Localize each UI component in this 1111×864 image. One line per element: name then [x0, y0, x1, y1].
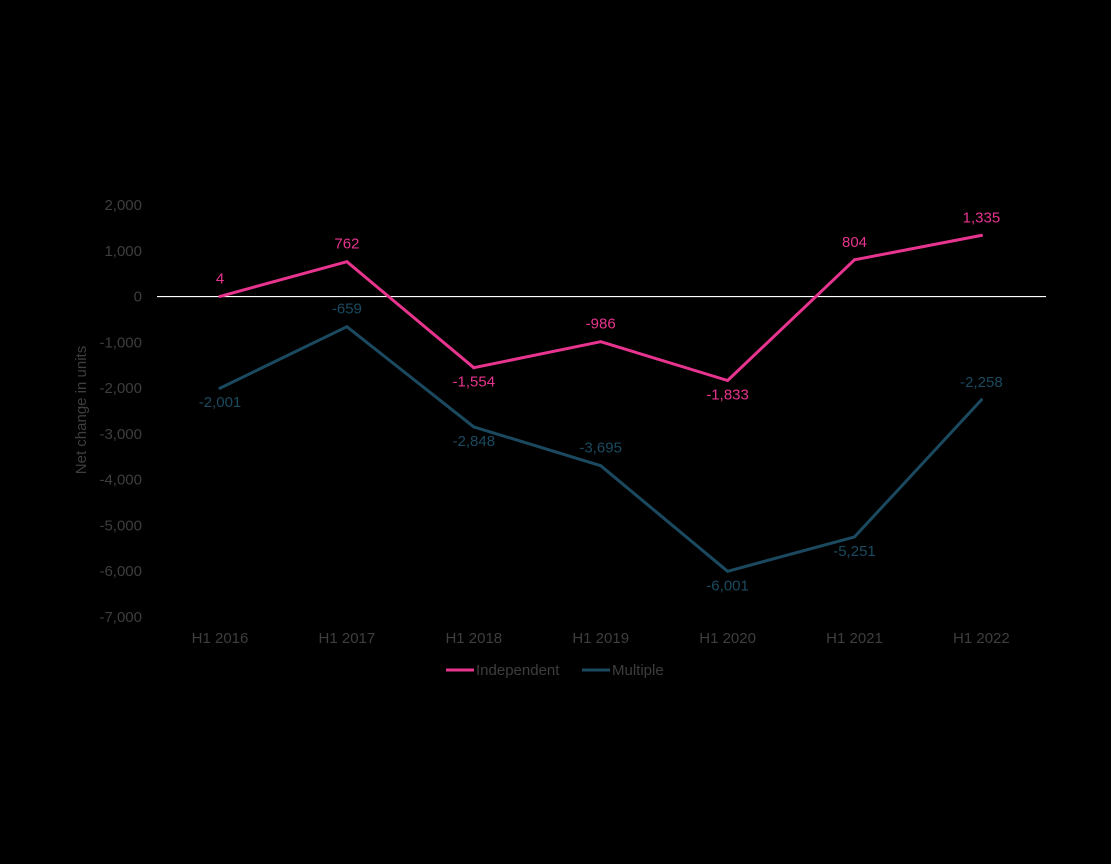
legend: Independent Multiple: [446, 662, 664, 679]
data-point: [726, 569, 730, 573]
data-point: [345, 325, 349, 329]
y-tick-label: -7,000: [99, 609, 142, 626]
legend-label: Multiple: [612, 662, 664, 679]
data-label: -659: [332, 301, 362, 318]
data-label: -1,554: [453, 374, 496, 391]
data-label: -2,848: [453, 433, 496, 450]
x-tick-label: H1 2018: [445, 630, 502, 647]
x-tick-label: H1 2019: [572, 630, 629, 647]
data-point: [979, 233, 983, 237]
data-point: [218, 386, 222, 390]
x-tick-label: H1 2021: [826, 630, 883, 647]
y-tick-label: -4,000: [99, 472, 142, 489]
y-tick-label: 1,000: [104, 243, 142, 260]
y-tick-label: -5,000: [99, 517, 142, 534]
data-label: 762: [334, 236, 359, 253]
y-axis-title: Net change in units: [73, 346, 90, 474]
y-tick-label: -2,000: [99, 380, 142, 397]
x-tick-label: H1 2022: [953, 630, 1010, 647]
data-label: -6,001: [706, 577, 749, 594]
y-axis: 2,000 1,000 0 -1,000 -2,000 -3,000 -4,000 -5,00…: [99, 197, 142, 626]
legend-item-independent: Independent: [446, 662, 560, 679]
x-tick-label: H1 2016: [192, 630, 249, 647]
y-tick-label: -1,000: [99, 334, 142, 351]
data-label: -2,001: [199, 394, 242, 411]
x-tick-label: H1 2020: [699, 630, 756, 647]
data-label: -5,251: [833, 543, 876, 560]
y-tick-label: -6,000: [99, 563, 142, 580]
data-label: -2,258: [960, 374, 1003, 391]
data-label: 1,335: [963, 209, 1001, 226]
x-axis: H1 2016 H1 2017 H1 2018 H1 2019 H1 2020 H1 20…: [192, 630, 1010, 647]
data-point: [345, 260, 349, 264]
series-independent: 4 762 -1,554 -986 -1,833 804 1,335: [216, 209, 1000, 403]
series-multiple: -2,001 -659 -2,848 -3,695 -6,001 -5,251 -2,258: [199, 301, 1003, 595]
data-point: [599, 340, 603, 344]
legend-label: Independent: [476, 662, 560, 679]
y-tick-label: 0: [134, 289, 142, 306]
legend-item-multiple: Multiple: [582, 662, 664, 679]
data-point: [726, 378, 730, 382]
data-label: -3,695: [579, 440, 622, 457]
data-point: [599, 464, 603, 468]
data-point: [853, 535, 856, 539]
y-tick-label: -3,000: [99, 426, 142, 443]
data-point: [472, 366, 476, 370]
x-tick-label: H1 2017: [319, 630, 376, 647]
data-label: 804: [842, 234, 867, 251]
data-point: [218, 294, 222, 298]
data-point: [472, 425, 476, 429]
data-label: -986: [586, 316, 616, 333]
y-tick-label: 2,000: [104, 197, 142, 214]
data-point: [853, 258, 856, 262]
data-label: 4: [216, 270, 224, 287]
data-point: [979, 398, 983, 402]
data-label: -1,833: [706, 386, 749, 403]
